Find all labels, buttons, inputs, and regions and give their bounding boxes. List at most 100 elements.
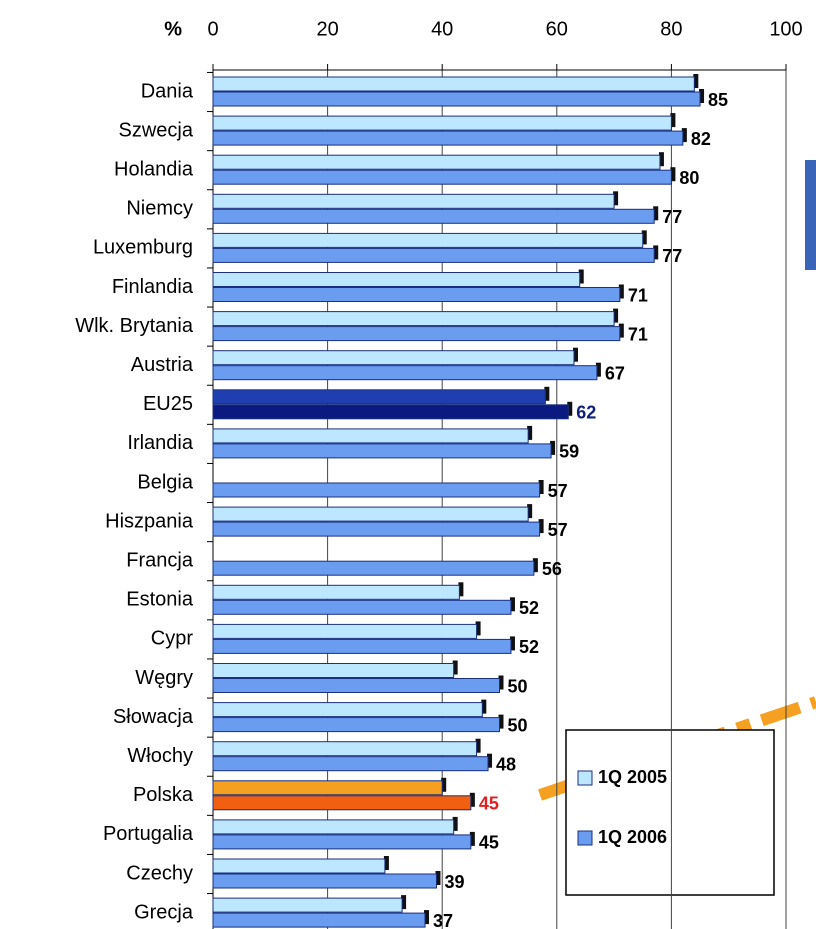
value-label: 56 [542,559,562,579]
legend [565,729,775,896]
category-label: Belgia [137,471,193,493]
category-label: Dania [141,80,194,102]
category-label: Portugalia [103,823,194,845]
x-tick-label: 80 [660,18,682,40]
value-label: 67 [605,363,625,383]
bar [212,326,621,342]
shadow [469,792,475,807]
shadow [475,621,481,636]
decor-arrow [538,696,816,801]
category-label: Holandia [114,158,194,180]
shadow [487,753,493,768]
category-label: Węgry [135,667,193,689]
bar [212,741,478,757]
bar [212,521,541,537]
shadow [538,480,544,494]
x-tick-label: 0 [207,18,218,40]
category-label: Cypr [151,628,194,650]
shadow [613,191,619,206]
shadow [693,74,699,88]
shadow [481,699,487,714]
bar [212,115,672,131]
category-label: Szwecja [119,119,194,141]
bar [212,584,460,600]
shadow [699,89,705,103]
shadow [498,714,504,729]
shadow [618,284,624,299]
category-label: Francja [126,549,194,571]
bar [212,428,529,444]
value-label: 77 [662,207,682,227]
bar [212,154,661,170]
bar [212,311,615,327]
category-label: Wlk. Brytania [75,315,194,337]
x-tick-label: 40 [431,18,453,40]
value-label: 77 [662,246,682,266]
value-label: 48 [496,754,516,774]
shadow [509,636,515,651]
legend-label: 1Q 2006 [598,827,667,847]
x-tick-label: 60 [546,18,568,40]
value-label: 37 [433,911,453,929]
category-label: Słowacja [113,706,194,728]
value-label: 45 [479,833,499,853]
bar [212,208,655,224]
shadow [595,362,601,377]
shadow [527,504,533,519]
bar [212,76,695,92]
shadow [572,347,578,362]
shadow [435,871,441,885]
bar [212,873,437,889]
value-label: 82 [691,129,711,149]
bar [212,834,472,850]
bar [212,365,598,381]
value-label: 80 [679,168,699,188]
bar [212,350,575,366]
shadow [441,777,447,792]
decor-block [805,160,816,270]
shadow [613,308,619,323]
category-label: Hiszpania [105,510,194,532]
category-label: Polska [133,784,194,806]
shadow [498,675,504,690]
shadow [670,167,676,182]
category-label: Irlandia [127,432,193,454]
shadow [550,440,556,455]
value-label: 39 [444,872,464,892]
value-label: 71 [628,324,648,344]
category-label: Włochy [127,745,193,767]
bar [212,389,546,405]
legend-label: 1Q 2005 [598,767,667,787]
shadow [383,856,389,870]
bar [212,247,655,263]
bar [212,193,615,209]
value-label: 71 [628,285,648,305]
bar [212,169,672,185]
shadow [401,895,407,910]
value-label: 50 [508,676,528,696]
shadow [544,386,550,401]
bar [212,443,552,459]
shadow [452,660,458,675]
shadow [527,425,533,440]
bar [212,130,684,146]
shadow [653,245,659,260]
value-label: 57 [548,520,568,540]
shadow [538,519,544,534]
category-label: Grecja [134,901,194,923]
shadow [424,910,430,925]
bar [212,858,386,874]
shadow [681,128,687,143]
value-label: 57 [548,481,568,501]
value-label: 52 [519,598,539,618]
bar [212,599,512,615]
bar [212,287,621,302]
bar [212,638,512,654]
axis-unit: % [164,18,182,40]
bar [212,232,644,248]
bar [212,272,581,287]
value-label: 85 [708,90,728,110]
shadow [532,558,538,573]
legend-swatch [577,830,593,846]
